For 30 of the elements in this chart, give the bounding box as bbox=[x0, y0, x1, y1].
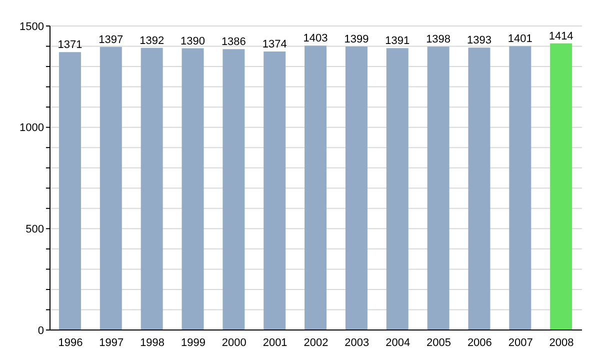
x-tick-label: 1998 bbox=[140, 336, 165, 349]
data-label: 1390 bbox=[180, 35, 206, 48]
x-tick-label: 2000 bbox=[222, 336, 246, 349]
data-label: 1401 bbox=[508, 33, 532, 46]
y-tick-label: 1500 bbox=[20, 20, 44, 33]
x-tick-label: 2001 bbox=[262, 336, 288, 349]
x-tick-label: 2002 bbox=[304, 336, 328, 349]
y-tick-label: 500 bbox=[26, 224, 44, 236]
y-tick-label: 1000 bbox=[20, 122, 44, 134]
x-tick-label: 2006 bbox=[467, 336, 492, 349]
data-label: 1403 bbox=[303, 32, 328, 45]
data-label: 1398 bbox=[426, 34, 451, 46]
data-label: 1371 bbox=[58, 39, 82, 52]
x-tick-label: 1997 bbox=[99, 336, 124, 349]
x-tick-label: 2003 bbox=[344, 336, 370, 349]
x-tick-label: 2007 bbox=[508, 336, 533, 349]
data-label: 1392 bbox=[140, 34, 164, 47]
data-label: 1374 bbox=[262, 38, 287, 51]
y-tick-label: 0 bbox=[38, 324, 44, 337]
x-tick-label: 1996 bbox=[58, 336, 83, 349]
data-label: 1393 bbox=[466, 34, 492, 47]
data-label: 1414 bbox=[548, 30, 574, 42]
x-tick-label: 2005 bbox=[426, 336, 452, 349]
data-label: 1391 bbox=[385, 35, 410, 48]
data-label: 1386 bbox=[221, 36, 246, 48]
x-tick-label: 2004 bbox=[386, 336, 410, 349]
data-label: 1397 bbox=[98, 34, 124, 46]
data-label: 1399 bbox=[344, 33, 369, 46]
x-tick-label: 2008 bbox=[549, 336, 574, 349]
x-tick-label: 1999 bbox=[180, 336, 206, 349]
